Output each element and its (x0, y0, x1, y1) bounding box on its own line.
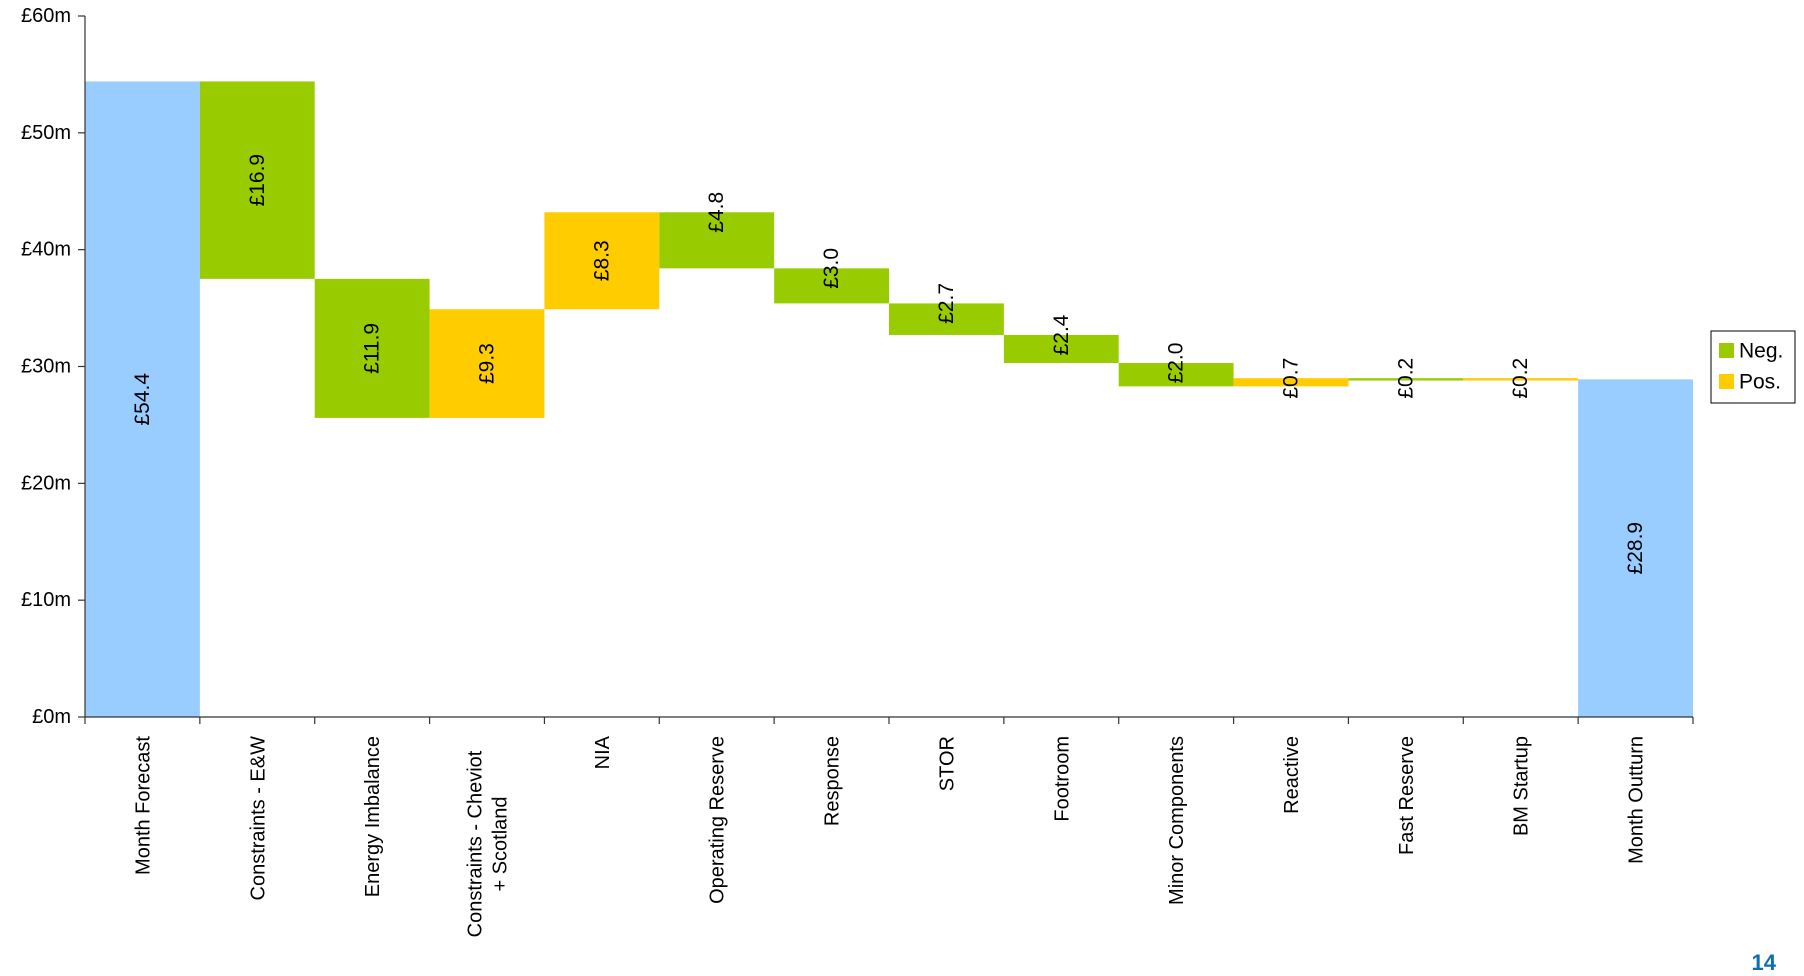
y-tick-label: £20m (21, 472, 71, 494)
legend-swatch-neg (1719, 343, 1734, 358)
legend-label-neg: Neg. (1739, 340, 1783, 363)
bar-11 (1233, 378, 1349, 387)
x-category-label: Response (822, 736, 844, 826)
bar-value-label: £2.7 (935, 283, 958, 324)
bar-value-label: £2.4 (1050, 314, 1073, 355)
bar-value-label: £9.3 (476, 343, 499, 384)
bar-3 (314, 278, 430, 418)
y-tick-label: £0m (32, 706, 71, 728)
x-category-label: Energy Imbalance (362, 736, 384, 897)
bar-2 (199, 81, 315, 279)
y-tick-label: £50m (21, 122, 71, 144)
bar-10 (1118, 362, 1234, 387)
bar-7 (774, 268, 889, 304)
page-number: 14 (1751, 950, 1776, 975)
bar-value-label: £0.2 (1394, 358, 1417, 399)
axes-layer: £0m £10m £20m £30m £40m £50m £60m Month Forecas… (21, 5, 1694, 937)
x-category-label: Operating Reserve (707, 736, 729, 904)
y-tick-label: £40m (21, 239, 71, 261)
bar-value-label: £11.9 (361, 323, 384, 374)
bar-9 (1003, 334, 1119, 363)
bar-14 (1578, 379, 1693, 717)
bar-12 (1348, 378, 1464, 381)
bar-value-label: £0.2 (1509, 358, 1532, 399)
legend-label-pos: Pos. (1739, 371, 1781, 394)
x-category-label: NIA (592, 735, 614, 769)
bars-layer (85, 81, 1693, 718)
bar-6 (659, 212, 775, 269)
bar-labels-layer: £54.4 £16.9 £11.9 £9.3 £8.3 £4.8 £3.0 £2.7 £2.4 £… (131, 154, 1647, 575)
x-category-label: STOR (936, 736, 958, 791)
bar-value-label: £8.3 (590, 240, 613, 281)
x-category-label: Minor Components (1166, 736, 1188, 905)
legend: Neg. Pos. (1710, 330, 1796, 404)
bar-8 (889, 303, 1004, 335)
x-category-label: Footroom (1051, 736, 1073, 822)
x-category-label: BM Startup (1511, 736, 1533, 836)
y-tick-label: £60m (21, 5, 71, 27)
x-category-label: Reactive (1281, 736, 1303, 814)
bar-value-label: £0.7 (1280, 358, 1303, 399)
bar-value-label: £4.8 (705, 192, 728, 233)
bar-1 (85, 81, 200, 718)
x-category-label: Constraints - E&W (247, 736, 269, 901)
bar-value-label: £54.4 (131, 373, 154, 426)
legend-swatch-pos (1719, 374, 1734, 389)
y-tick-label: £30m (21, 356, 71, 378)
x-category-label: Constraints - Cheviot + Scotland (465, 750, 512, 937)
bar-value-label: £2.0 (1165, 343, 1188, 384)
bar-13 (1463, 378, 1579, 381)
x-category-label: Fast Reserve (1396, 736, 1418, 855)
x-category-label: Month Forecast (132, 736, 154, 875)
bar-4 (429, 309, 545, 418)
bar-value-label: £28.9 (1624, 522, 1647, 575)
bar-value-label: £3.0 (820, 248, 843, 289)
bar-value-label: £16.9 (246, 154, 269, 207)
bar-5 (544, 212, 660, 310)
x-category-label: Month Outturn (1626, 736, 1648, 864)
y-tick-label: £10m (21, 589, 71, 611)
